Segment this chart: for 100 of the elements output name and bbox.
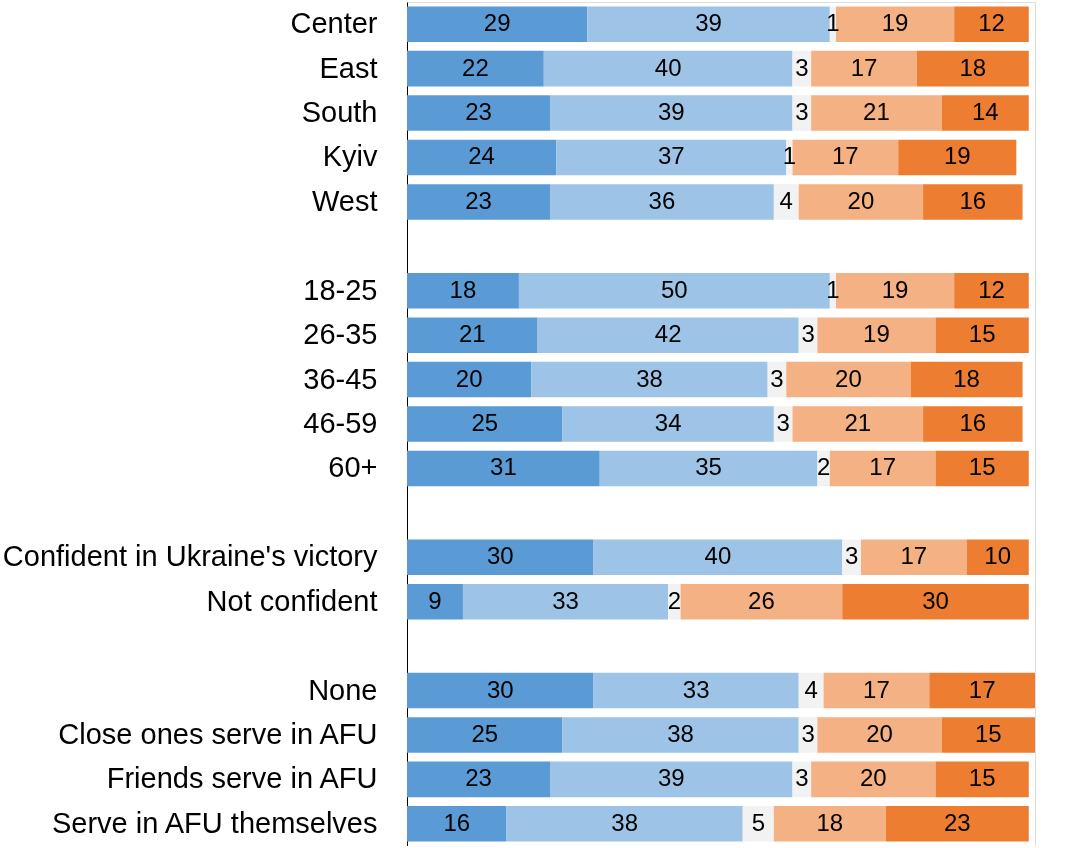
bar [407,139,557,176]
data-label: 30 [486,542,514,570]
data-label: 17 [863,675,890,703]
data-label: 36 [648,186,676,214]
bar [935,450,1029,487]
bar [954,272,1029,309]
data-label: 19 [881,9,909,37]
data-label: 20 [835,364,862,392]
bar [811,95,942,131]
y-tick-label: Friends serve in AFU [106,762,378,795]
bar [923,406,1023,442]
bar [786,361,911,398]
bar [543,50,793,87]
data-label: 12 [978,9,1005,37]
bar [407,272,519,309]
bar [941,95,1029,131]
data-label: 38 [667,719,694,747]
bar [407,450,600,487]
bar [407,50,544,87]
y-tick-label: Serve in AFU themselves [51,806,378,839]
data-label: 18 [959,53,987,81]
bar [562,406,774,442]
data-label: 10 [984,542,1012,570]
data-label: 30 [486,675,514,703]
bar [742,806,774,842]
data-label: 25 [471,409,499,436]
bar [817,717,942,753]
bar [923,184,1023,220]
bar [599,450,818,487]
data-label: 21 [863,98,890,126]
data-label: 33 [552,586,579,614]
bar [407,583,463,620]
data-label: 23 [465,764,492,792]
data-label: 4 [804,675,818,703]
bar [916,50,1029,87]
data-label: 3 [801,719,815,747]
bar [537,317,799,353]
data-label: 5 [751,808,765,836]
data-label: 16 [443,808,471,836]
bar [407,717,563,753]
data-label: 3 [770,364,784,392]
bar [593,539,843,576]
data-label: 25 [471,719,499,747]
bar [407,806,507,842]
bar [680,583,843,620]
data-label: 1 [826,275,840,303]
bar [407,184,551,220]
y-tick-label: West [311,184,378,217]
data-label: 40 [654,53,682,81]
data-label: 24 [468,142,495,170]
y-tick-label: East [319,51,378,84]
bar [407,6,588,42]
bar [518,272,830,309]
data-label: 15 [968,764,996,792]
data-label: 15 [968,453,996,481]
data-label: 23 [465,98,492,126]
data-label: 38 [611,808,638,836]
bar [929,672,1035,709]
data-label: 21 [844,409,872,436]
bar [954,6,1029,42]
data-label: 3 [776,409,790,436]
bar [829,450,936,487]
bar [407,361,532,398]
bar [885,806,1029,842]
bar [798,184,924,220]
bar [587,6,830,42]
y-tick-label: 18-25 [303,273,378,306]
bar [506,806,743,842]
bar [407,406,563,442]
bar [941,717,1035,753]
data-label: 17 [869,453,897,481]
bar [531,361,768,398]
bar [773,806,886,842]
data-label: 16 [959,186,987,214]
data-label: 23 [465,186,492,214]
bar [550,184,774,220]
y-tick-label: Close ones serve in AFU [58,717,378,750]
y-tick-label: Confident in Ukraine's victory [2,540,378,573]
data-label: 20 [847,186,875,214]
data-label: 3 [801,320,815,348]
data-label: 23 [943,808,971,836]
bar [407,95,551,131]
data-label: 39 [657,98,685,126]
y-tick-label: 60+ [328,451,378,484]
data-label: 3 [795,53,809,81]
bar [407,539,594,576]
bar [842,583,1029,620]
data-label: 17 [832,142,859,170]
data-label: 42 [654,320,682,348]
data-label: 39 [695,9,722,37]
bar [593,672,799,709]
bar [910,361,1023,398]
data-label: 14 [971,98,999,126]
y-tick-label: Not confident [206,584,378,617]
bar [860,539,967,576]
bar [811,761,936,798]
data-label: 39 [657,764,685,792]
bar [817,317,936,353]
data-label: 31 [490,453,517,481]
y-tick-label: 46-59 [303,407,378,439]
